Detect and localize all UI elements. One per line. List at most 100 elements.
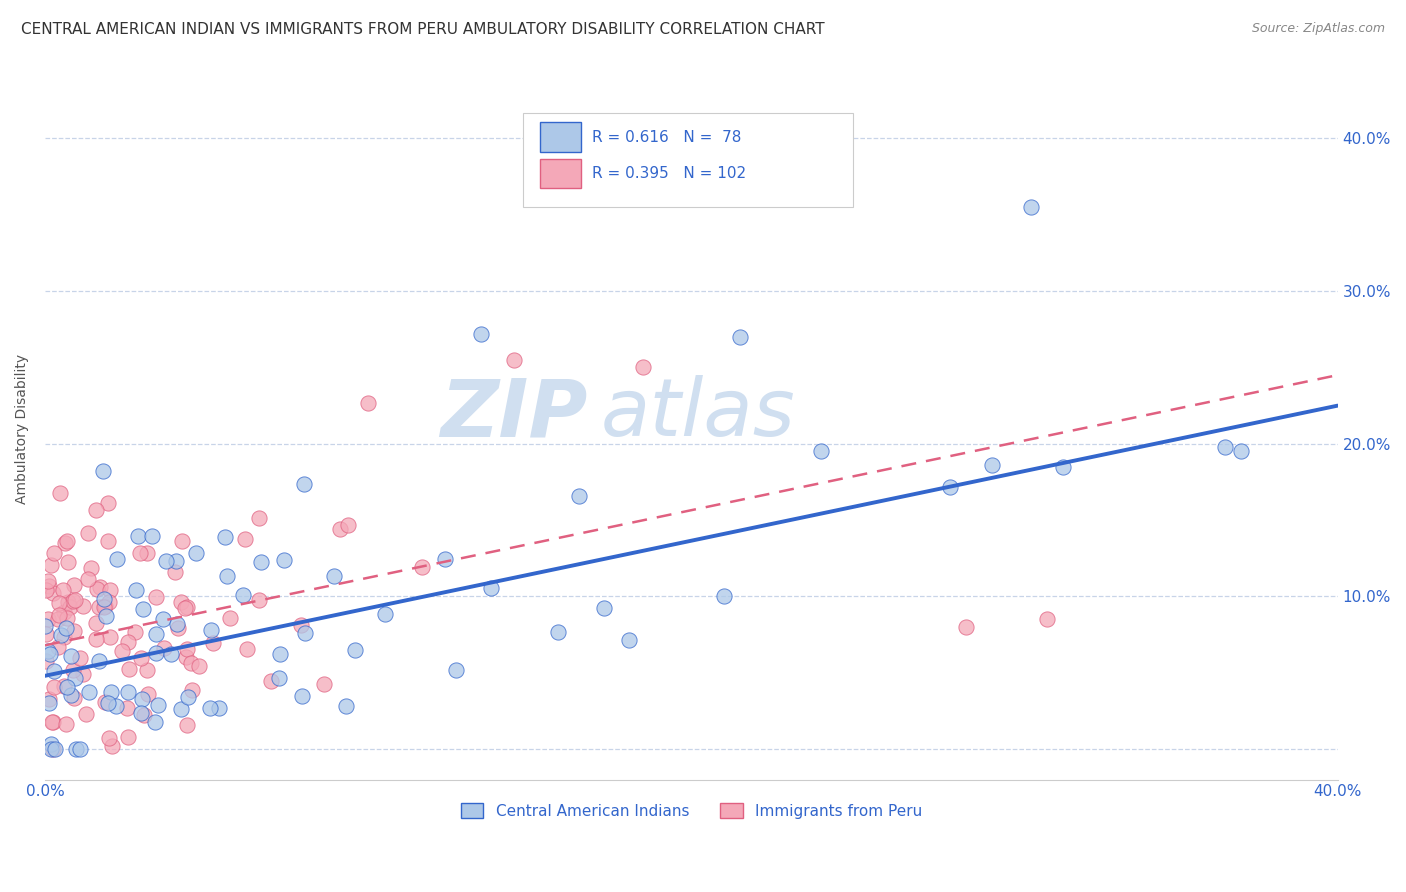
Point [357,395,380,409]
Point [939,479,962,493]
Point [75,706,97,721]
Point [411,560,433,574]
Point [53,680,76,694]
Point [200,623,222,637]
Point [49,628,72,642]
Point [115,700,138,714]
Point [247,592,270,607]
Point [547,624,569,639]
Point [117,731,139,745]
Point [184,545,207,559]
Point [65,593,87,607]
Point [76,526,98,541]
Point [502,352,524,367]
Point [152,612,174,626]
Y-axis label: Ambulatory Disability: Ambulatory Disability [15,353,30,504]
Point [165,554,187,568]
Point [1052,459,1074,474]
Point [129,706,152,720]
Point [89,580,111,594]
Point [127,529,149,543]
Text: CENTRAL AMERICAN INDIAN VS IMMIGRANTS FROM PERU AMBULATORY DISABILITY CORRELATIO: CENTRAL AMERICAN INDIAN VS IMMIGRANTS FR… [21,22,825,37]
Point [260,673,283,688]
Point [105,551,128,566]
Point [48,596,70,610]
Point [179,656,201,670]
Point [93,592,115,607]
Text: atlas: atlas [600,376,796,453]
Point [52,630,75,644]
Point [41,715,63,730]
Text: Source: ZipAtlas.com: Source: ZipAtlas.com [1251,22,1385,36]
Point [38,696,60,710]
Point [131,691,153,706]
Point [53,605,76,619]
Point [155,554,177,568]
Point [214,530,236,544]
Text: ZIP: ZIP [440,376,588,453]
Point [34,654,56,668]
Point [148,698,170,713]
Point [98,631,121,645]
Point [84,503,107,517]
Point [713,589,735,603]
Point [1229,444,1251,458]
Point [169,595,191,609]
Point [49,486,72,500]
Point [170,534,193,549]
Point [343,642,366,657]
Point [145,591,167,605]
Point [42,546,65,560]
Point [42,714,65,729]
Point [177,690,200,705]
Point [173,600,195,615]
Point [41,742,63,756]
Point [94,695,117,709]
Point [111,644,134,658]
Point [76,572,98,586]
Point [1019,200,1042,214]
Text: R = 0.395   N = 102: R = 0.395 N = 102 [592,166,747,181]
Point [55,717,77,731]
Point [434,552,457,566]
Point [55,611,77,625]
Point [69,650,91,665]
Point [145,627,167,641]
Point [86,582,108,596]
Point [174,650,197,665]
Point [132,601,155,615]
Point [38,579,60,593]
Point [84,616,107,631]
Point [34,583,56,598]
Point [97,533,120,548]
Point [97,696,120,710]
Point [141,529,163,543]
Point [48,640,70,654]
Point [176,642,198,657]
Point [374,607,396,621]
Point [273,553,295,567]
Point [39,737,62,751]
Point [34,619,56,633]
Point [159,648,181,662]
Point [125,583,148,598]
Point [567,489,589,503]
FancyBboxPatch shape [540,122,582,152]
Point [37,574,59,589]
Point [479,581,502,595]
Point [97,595,120,609]
Point [145,646,167,660]
Point [100,684,122,698]
Point [135,546,157,560]
Point [42,586,65,600]
Point [37,612,59,626]
Point [217,569,239,583]
Point [247,511,270,525]
Point [631,360,654,375]
Point [232,588,254,602]
Point [167,621,190,635]
Legend: Central American Indians, Immigrants from Peru: Central American Indians, Immigrants fro… [454,797,928,824]
Point [290,617,312,632]
Point [335,699,357,714]
Point [55,533,77,548]
